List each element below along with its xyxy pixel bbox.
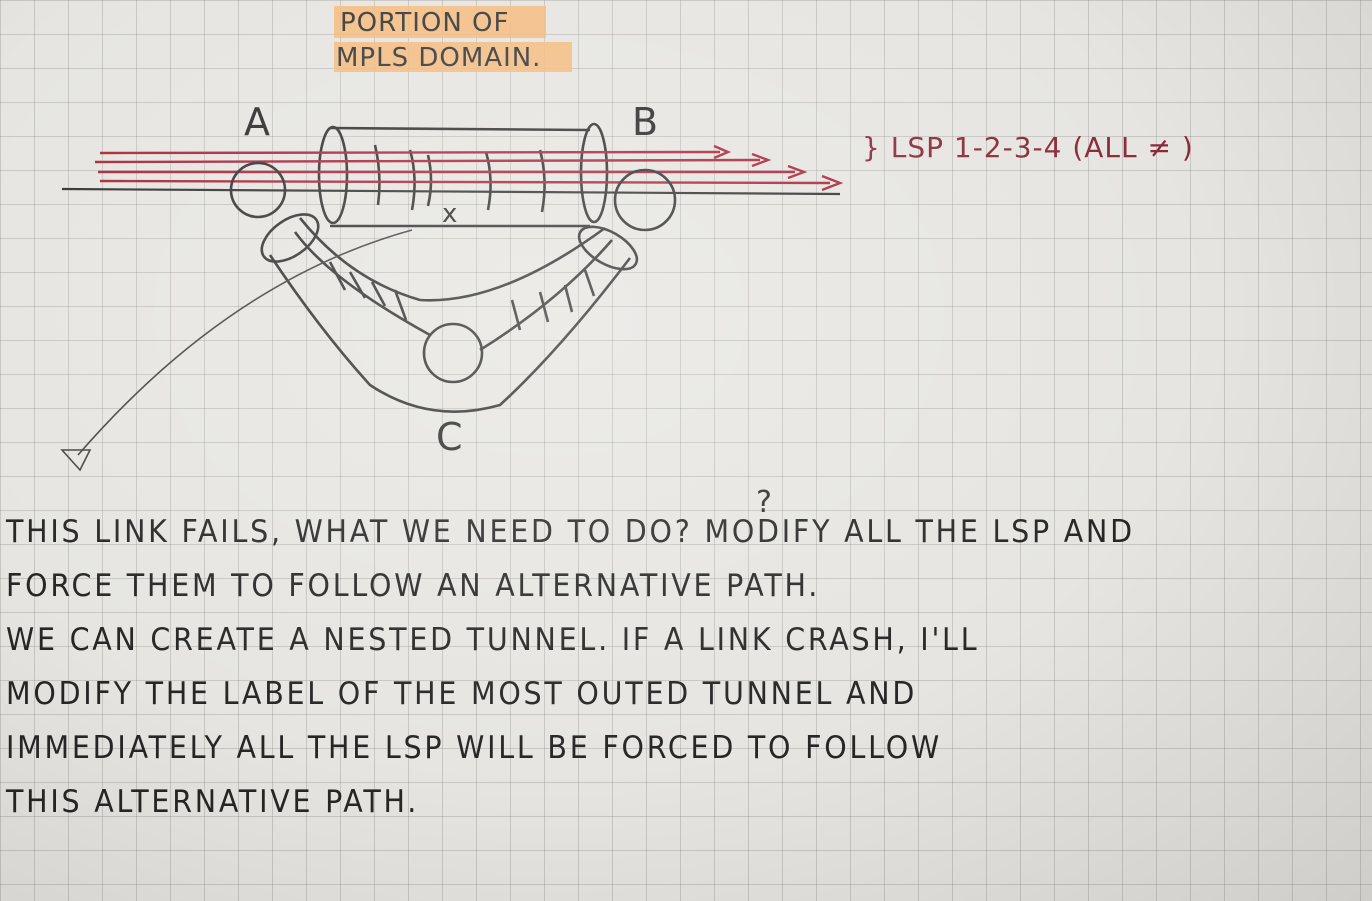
note-line-4: MODIFY THE LABEL OF THE MOST OUTED TUNNE…: [6, 676, 918, 712]
note-line-5: IMMEDIATELY ALL THE LSP WILL BE FORCED T…: [6, 730, 942, 766]
note-line-2: FORCE THEM TO FOLLOW AN ALTERNATIVE PATH…: [6, 568, 821, 604]
title-line-1: PORTION OF: [340, 8, 509, 38]
title-highlight: [334, 42, 572, 72]
lsp-arrowheads: [713, 144, 844, 192]
lsp-lines: [94, 150, 831, 185]
node-c: C: [422, 322, 484, 459]
node-b-label: B: [632, 100, 658, 144]
failure-mark: x: [442, 199, 457, 229]
alternative-tunnel: [260, 213, 639, 413]
lsp-label: } LSP 1-2-3-4 (ALL ≠ ): [862, 131, 1194, 164]
question-mark: ?: [756, 485, 772, 520]
pointer-arrow: [60, 229, 413, 472]
title-line-2: MPLS DOMAIN.: [336, 43, 541, 73]
note-line-6: THIS ALTERNATIVE PATH.: [6, 784, 420, 820]
tunnel-a-b: [317, 122, 609, 228]
node-b: B: [613, 100, 677, 232]
title-highlight: [334, 6, 546, 38]
node-c-label: C: [436, 415, 463, 459]
node-a-label: A: [244, 100, 270, 144]
note-line-1: THIS LINK FAILS, WHAT WE NEED TO DO? MOD…: [6, 514, 1135, 550]
node-a: A: [229, 100, 287, 219]
explanation-note: THIS LINK FAILS, WHAT WE NEED TO DO? MOD…: [6, 505, 1259, 829]
note-line-3: WE CAN CREATE A NESTED TUNNEL. IF A LINK…: [6, 622, 980, 658]
base-link-line: [61, 187, 841, 196]
